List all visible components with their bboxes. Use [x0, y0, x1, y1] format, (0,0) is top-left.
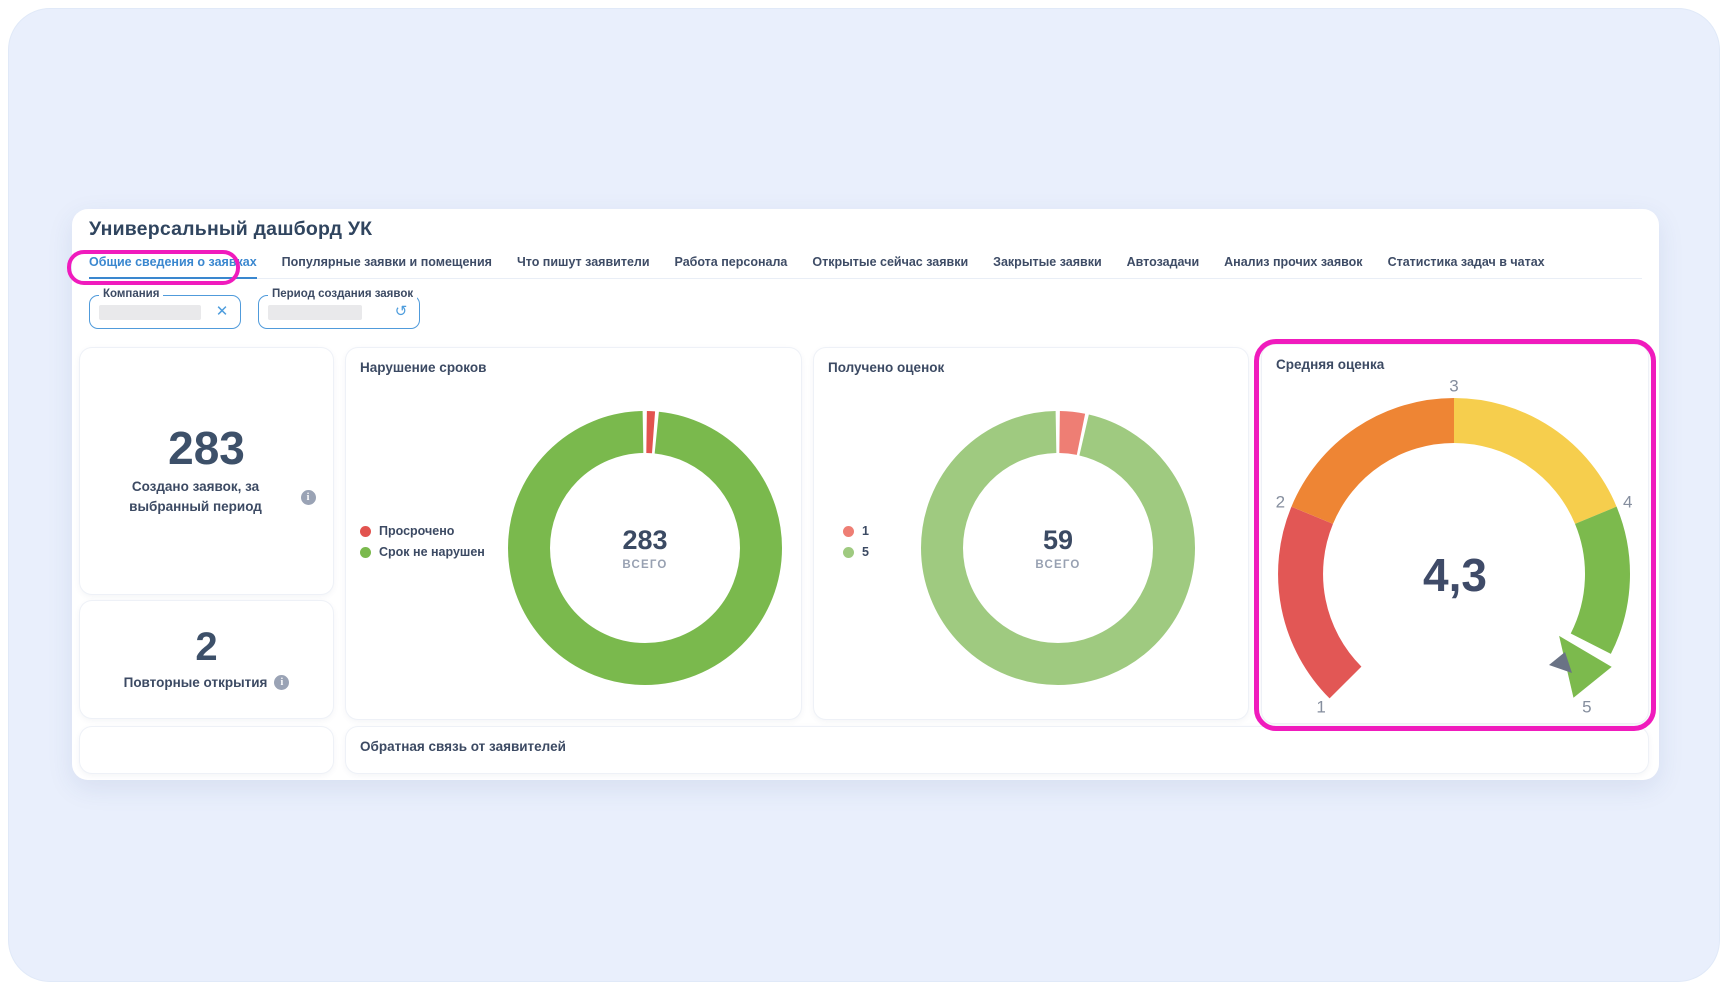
legend-item: Просрочено [360, 524, 485, 538]
stat-value: 283 [168, 422, 245, 474]
filter-company-label: Компания [99, 288, 164, 300]
chart-card-deadline-violations: Нарушение сроков Просрочено Срок не нару… [346, 348, 801, 719]
filter-period-field[interactable]: Период создания заявок ↺ [258, 288, 420, 329]
stat-value: 2 [195, 624, 218, 669]
tab-3[interactable]: Работа персонала [674, 255, 788, 269]
donut-chart [508, 411, 782, 685]
chart-title: Средняя оценка [1276, 357, 1385, 372]
legend-dot [843, 525, 854, 537]
legend-item: 5 [843, 545, 869, 559]
tab-bar: Общие сведения о заявках Популярные заявк… [89, 255, 1642, 279]
filter-bar: Компания ✕ Период создания заявок ↺ [89, 288, 420, 329]
donut-chart [921, 411, 1195, 685]
stat-label: Повторные открытия [123, 674, 268, 690]
legend-item: 1 [843, 524, 869, 538]
filter-period-label: Период создания заявок [268, 288, 418, 300]
svg-text:3: 3 [1449, 377, 1458, 396]
legend-dot [360, 525, 371, 537]
tab-8[interactable]: Статистика задач в чатах [1387, 255, 1545, 269]
tab-5[interactable]: Закрытые заявки [993, 255, 1102, 269]
chart-title: Получено оценок [828, 360, 945, 375]
svg-text:5: 5 [1582, 697, 1591, 716]
reset-icon[interactable]: ↺ [394, 303, 408, 320]
filter-company-value-redacted [99, 305, 201, 320]
legend-dot [360, 546, 371, 558]
tab-4[interactable]: Открытые сейчас заявки [812, 255, 969, 269]
svg-text:1: 1 [1316, 697, 1325, 716]
chart-title: Нарушение сроков [360, 360, 487, 375]
tab-2[interactable]: Что пишут заявители [516, 255, 650, 269]
info-icon[interactable]: i [300, 489, 316, 505]
stat-card-created-requests: 283 Создано заявок, за выбранный период … [80, 348, 333, 594]
svg-text:4: 4 [1623, 493, 1632, 512]
partial-card [80, 727, 333, 773]
legend-dot [843, 546, 854, 558]
clear-icon[interactable]: ✕ [215, 303, 229, 320]
chart-card-average-rating: Средняя оценка 1 2 3 4 5 4,3 [1262, 345, 1648, 723]
tab-0[interactable]: Общие сведения о заявках [89, 255, 257, 279]
tab-6[interactable]: Автозадачи [1126, 255, 1200, 269]
chart-legend: 1 5 [843, 524, 869, 566]
stat-label: Создано заявок, за выбранный период [129, 479, 262, 514]
page-title: Универсальный дашборд УК [89, 218, 373, 240]
filter-company-field[interactable]: Компания ✕ [89, 288, 241, 329]
stat-card-reopenings: 2 Повторные открытия i [80, 601, 333, 718]
chart-legend: Просрочено Срок не нарушен [360, 524, 485, 566]
gauge-value: 4,3 [1423, 549, 1487, 601]
gauge-chart: 1 2 3 4 5 [1276, 377, 1633, 717]
svg-text:2: 2 [1276, 493, 1285, 512]
tab-1[interactable]: Популярные заявки и помещения [281, 255, 492, 269]
dashboard-panel: Универсальный дашборд УК Общие сведения … [72, 209, 1659, 780]
filter-period-value-redacted [268, 305, 362, 320]
info-icon[interactable]: i [274, 675, 290, 690]
tab-7[interactable]: Анализ прочих заявок [1224, 255, 1363, 269]
donut-center-label: 283 ВСЕГО [622, 525, 668, 571]
donut-center-label: 59 ВСЕГО [1035, 525, 1081, 571]
feedback-card: Обратная связь от заявителей [346, 727, 1648, 773]
chart-card-ratings-received: Получено оценок 1 5 59 ВСЕГО [814, 348, 1248, 719]
feedback-card-title: Обратная связь от заявителей [360, 739, 566, 754]
legend-item: Срок не нарушен [360, 545, 485, 559]
